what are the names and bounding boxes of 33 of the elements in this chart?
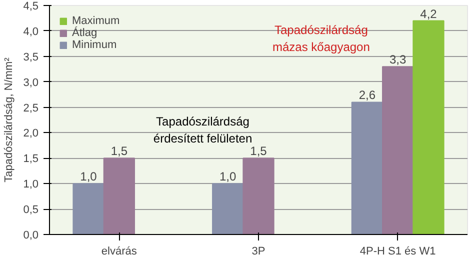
bar bbox=[242, 158, 274, 234]
data-label: 1,0 bbox=[80, 170, 98, 184]
bar bbox=[212, 183, 244, 234]
y-tick-label: 2,0 bbox=[23, 128, 39, 140]
bar bbox=[412, 20, 444, 234]
y-tick-label: 0,0 bbox=[23, 230, 39, 242]
x-tick-label: 4P-H S1 és W1 bbox=[360, 246, 436, 258]
legend-label: Minimum bbox=[72, 39, 117, 51]
data-label: 1,0 bbox=[220, 170, 237, 184]
x-tick-label: 3P bbox=[252, 246, 266, 258]
annotation: Tapadószilárdság mázas kőagyagon bbox=[272, 23, 370, 54]
bar bbox=[103, 158, 135, 234]
data-label: 4,2 bbox=[420, 6, 438, 21]
y-tick-label: 3,5 bbox=[23, 51, 39, 64]
legend-label: Átlag bbox=[72, 27, 98, 39]
y-axis-title: Tapadószilárdság, N/mm² bbox=[3, 57, 16, 182]
data-label: 1,5 bbox=[110, 144, 128, 158]
bar bbox=[351, 102, 384, 234]
data-label: 1,5 bbox=[250, 144, 268, 158]
y-tick-label: 4,0 bbox=[23, 26, 39, 38]
data-label: 3,3 bbox=[389, 52, 406, 67]
annotation: Tapadószilárdság érdesített felületen bbox=[153, 114, 252, 146]
bar bbox=[382, 66, 414, 234]
y-tick-label: 1,5 bbox=[23, 153, 39, 166]
data-label: 2,6 bbox=[358, 88, 376, 102]
y-tick-label: 2,5 bbox=[23, 102, 39, 114]
bar bbox=[72, 183, 104, 234]
y-tick-label: 0,5 bbox=[23, 204, 39, 216]
y-tick-label: 3,0 bbox=[23, 76, 39, 89]
x-tick-label: elvárás bbox=[101, 246, 138, 258]
y-tick-label: 4,5 bbox=[23, 0, 39, 12]
legend-label: Maximum bbox=[72, 15, 120, 27]
y-tick-label: 1,0 bbox=[23, 178, 39, 191]
